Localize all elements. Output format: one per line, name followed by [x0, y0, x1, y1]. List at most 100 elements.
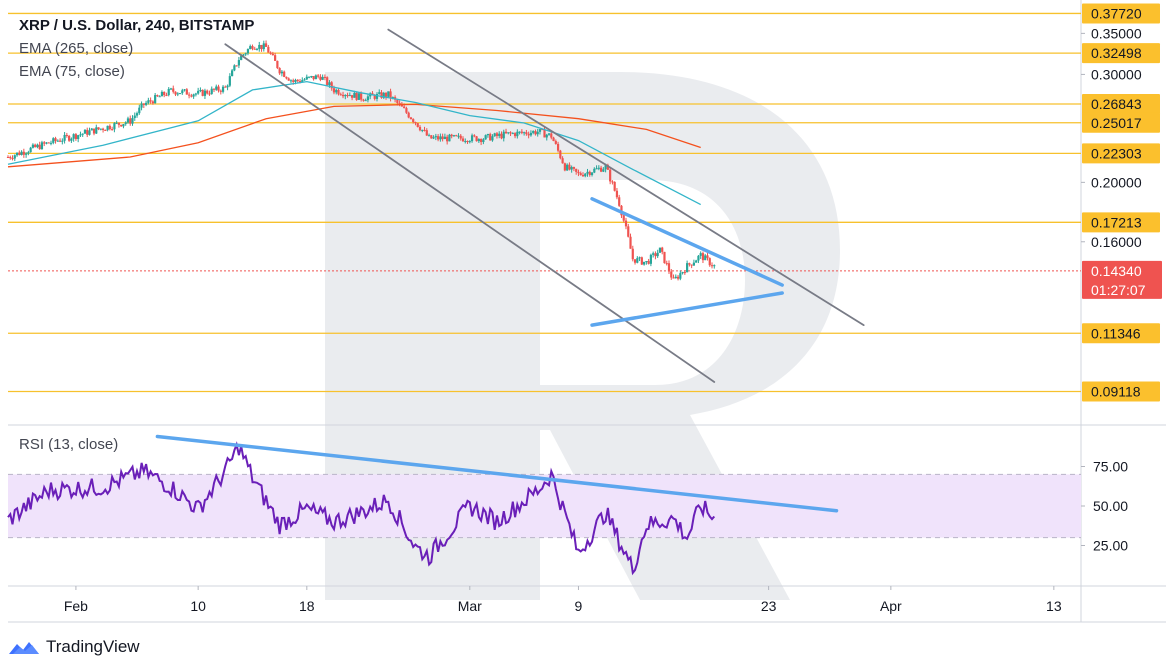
candle: [129, 118, 132, 124]
candle: [513, 133, 517, 137]
candle: [95, 127, 98, 134]
candle: [418, 126, 422, 131]
chart-title: XRP / U.S. Dollar, 240, BITSTAMP: [19, 17, 255, 34]
candle: [262, 43, 265, 50]
candle: [461, 138, 465, 142]
candle: [45, 142, 48, 144]
candle: [686, 263, 689, 273]
candle: [382, 92, 385, 98]
candle: [255, 48, 259, 50]
candle: [330, 82, 333, 89]
candle: [144, 102, 148, 105]
candle: [29, 147, 32, 153]
tradingview-footer[interactable]: TradingView: [8, 634, 140, 660]
candle: [597, 167, 600, 169]
candle: [212, 88, 216, 90]
rsi-trend-line: [155, 434, 839, 513]
candle: [190, 95, 193, 97]
candle: [27, 152, 30, 154]
candle: [244, 53, 247, 55]
candle: [581, 174, 585, 177]
candle: [423, 129, 426, 131]
candle: [117, 122, 121, 125]
candle: [253, 48, 256, 50]
candle: [328, 82, 331, 86]
candle: [541, 129, 544, 131]
candle: [289, 80, 293, 82]
candle: [695, 260, 698, 263]
candle: [425, 130, 428, 136]
candle: [52, 138, 55, 143]
candle: [484, 135, 487, 140]
candle: [65, 134, 68, 136]
level-label: 0.17213: [1091, 214, 1142, 230]
candle: [556, 143, 560, 151]
candle: [312, 76, 315, 80]
level-label: 0.25017: [1091, 115, 1142, 131]
candle: [86, 129, 89, 135]
candle: [414, 122, 417, 124]
candle: [378, 92, 381, 94]
candle: [178, 93, 182, 95]
candle: [532, 131, 535, 133]
candle: [599, 167, 603, 172]
candle: [158, 96, 161, 98]
candle: [292, 80, 295, 82]
candle: [31, 144, 35, 148]
candle: [534, 131, 537, 135]
countdown-label: 01:27:07: [1091, 282, 1146, 298]
candle: [231, 70, 234, 77]
candle: [226, 85, 229, 88]
candle: [602, 169, 605, 172]
candle: [708, 258, 711, 266]
rsi-line: [7, 441, 716, 576]
candle: [79, 134, 82, 136]
candle: [588, 171, 591, 175]
candle: [219, 90, 222, 92]
candle: [498, 133, 501, 136]
candle: [584, 173, 587, 177]
candle: [122, 124, 125, 127]
candle: [575, 168, 578, 172]
candle: [713, 265, 716, 267]
candle: [611, 181, 614, 183]
candle: [269, 52, 272, 54]
candle: [240, 55, 243, 61]
chart-legend: XRP / U.S. Dollar, 240, BITSTAMP EMA (26…: [19, 14, 254, 83]
level-label-bg: [1082, 112, 1160, 133]
candle: [135, 113, 139, 116]
candle: [387, 91, 390, 97]
candle: [237, 60, 240, 66]
candle: [427, 135, 431, 137]
candle: [156, 95, 159, 97]
candle: [201, 89, 204, 96]
candle: [373, 95, 376, 99]
candle: [536, 131, 539, 135]
candle: [443, 136, 446, 140]
candle: [276, 60, 279, 69]
candle: [151, 101, 154, 104]
candle: [120, 124, 123, 127]
triangle-line: [590, 197, 784, 287]
candle: [380, 92, 383, 98]
candle: [20, 151, 23, 155]
candle: [640, 257, 643, 265]
candle: [480, 139, 483, 143]
price-tick-label: 0.20000: [1091, 174, 1142, 190]
candle: [303, 79, 306, 81]
candle: [283, 71, 286, 77]
candle: [341, 94, 345, 97]
tradingview-logo-icon: [9, 642, 39, 654]
candle: [561, 158, 564, 164]
candle: [665, 263, 668, 265]
candle: [568, 164, 571, 170]
candle: [633, 259, 637, 263]
candle: [9, 157, 12, 159]
candle: [701, 253, 705, 261]
candle: [520, 131, 523, 133]
candle: [699, 253, 702, 256]
candle: [550, 133, 553, 138]
candle: [138, 107, 141, 114]
candle: [70, 138, 73, 141]
candle: [15, 152, 19, 156]
